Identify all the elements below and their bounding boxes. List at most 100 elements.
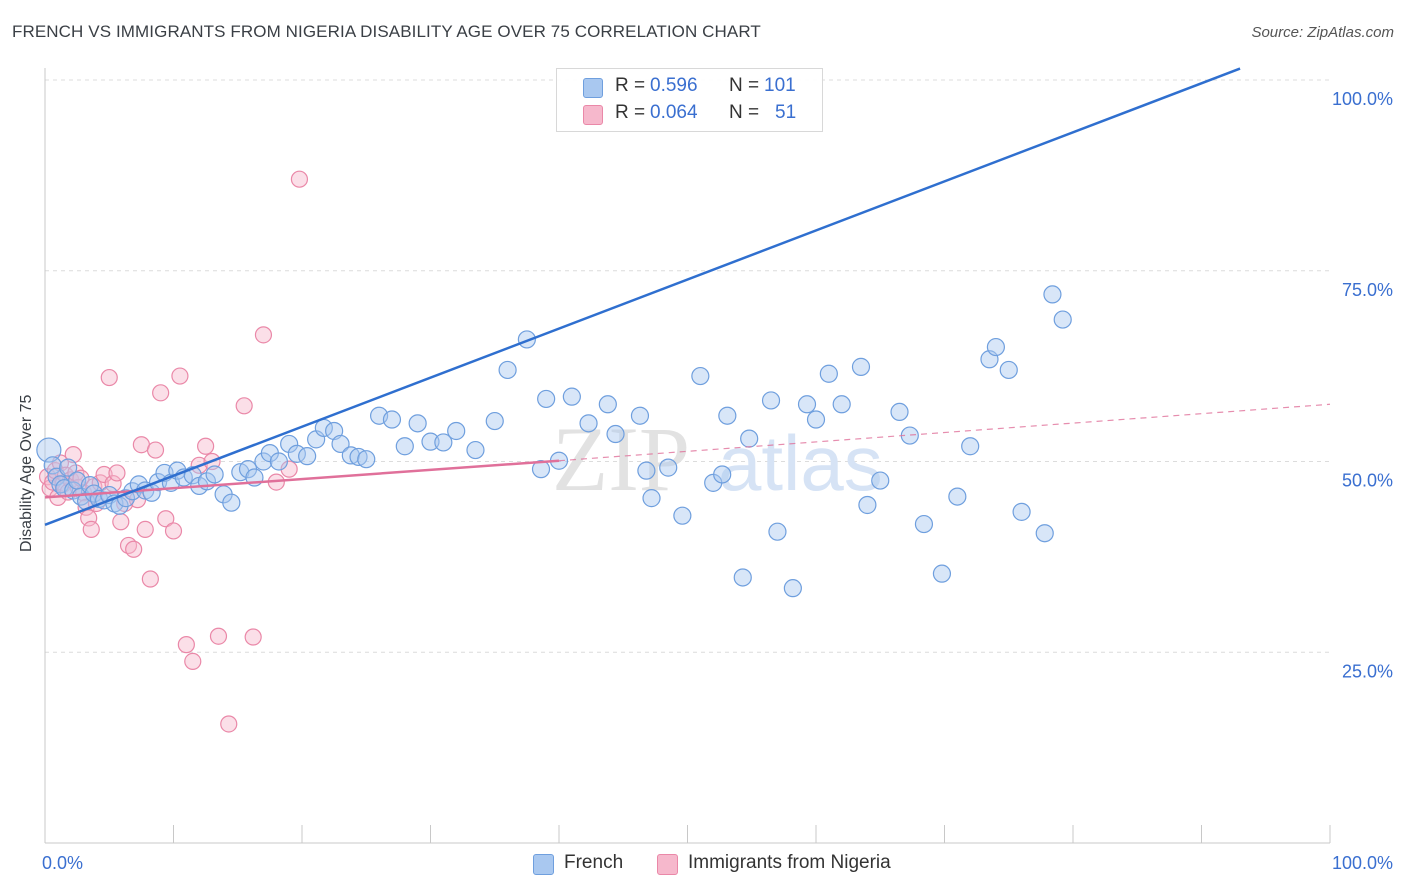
french-point — [999, 360, 1018, 380]
grid-lines — [45, 79, 1330, 653]
nigeria-point — [82, 520, 100, 539]
french-point — [579, 414, 598, 433]
french-point — [434, 433, 453, 452]
french-point — [222, 493, 241, 512]
french-point — [768, 522, 787, 541]
french-point — [858, 495, 877, 515]
nigeria-point — [220, 715, 238, 733]
french-legend-icon — [533, 854, 554, 875]
nigeria-point — [171, 367, 189, 385]
french-point — [761, 391, 781, 410]
nigeria-point — [197, 437, 215, 455]
french-point — [447, 421, 466, 441]
nigeria-swatch-icon — [583, 105, 603, 125]
french-point — [851, 357, 871, 376]
tick-labels: 25.0% 50.0% 75.0% 100.0% 0.0% 100.0% — [42, 89, 1393, 873]
nigeria-point — [177, 636, 195, 654]
legend-r-value: 0.596 — [650, 75, 698, 96]
y-tick-label: 75.0% — [1342, 280, 1393, 300]
nigeria-point — [146, 441, 165, 459]
nigeria-point — [254, 326, 273, 344]
french-point — [36, 437, 62, 463]
french-swatch-icon — [583, 78, 603, 98]
y-tick-label: 25.0% — [1342, 661, 1393, 681]
nigeria-point — [152, 384, 170, 402]
nigeria-point — [209, 627, 228, 645]
french-point — [606, 424, 625, 444]
french-point — [797, 395, 817, 414]
nigeria-point — [290, 170, 309, 188]
french-point — [630, 406, 650, 425]
nigeria-point — [100, 368, 118, 387]
trend-lines — [44, 67, 1331, 526]
chart-title: FRENCH VS IMMIGRANTS FROM NIGERIA DISABI… — [12, 22, 761, 41]
french-point — [1053, 310, 1072, 329]
legend-n-value: 51 — [775, 102, 797, 123]
french-point — [205, 465, 224, 484]
french-trend-line — [44, 67, 1241, 526]
french-point — [673, 506, 692, 525]
legend-row-nigeria: R = 0.064 N = 51 — [557, 100, 822, 128]
french-point — [395, 437, 414, 456]
nigeria-point — [108, 464, 126, 482]
french-point — [298, 447, 317, 466]
x-tick-label: 100.0% — [1332, 853, 1393, 873]
french-point — [713, 465, 732, 484]
nigeria-legend-icon — [657, 854, 678, 875]
legend-r-label: R = — [615, 102, 646, 123]
legend-r-label: R = — [615, 75, 646, 96]
french-point — [718, 406, 737, 425]
x-tick-label: 0.0% — [42, 853, 83, 873]
french-point — [485, 411, 504, 431]
legend-n-label: N = — [729, 75, 760, 96]
nigeria-legend-label: Immigrants from Nigeria — [688, 852, 891, 873]
nigeria-point — [235, 397, 253, 415]
french-point — [691, 366, 710, 386]
french-point — [1012, 502, 1031, 521]
french-point — [961, 437, 980, 456]
axes — [44, 68, 1331, 844]
french-point — [832, 395, 851, 414]
french-legend-label: French — [564, 852, 624, 873]
french-point — [932, 564, 952, 583]
y-tick-label: 100.0% — [1332, 89, 1393, 109]
french-point — [642, 489, 661, 508]
french-point — [637, 461, 656, 480]
legend-n-value: 101 — [764, 75, 796, 96]
legend-row-french: R = 0.596 N = 101 — [557, 73, 822, 101]
legend-r-value: 0.064 — [650, 102, 698, 123]
french-point — [59, 458, 78, 477]
y-axis-label: Disability Age Over 75 — [18, 394, 35, 552]
nigeria-trend-extension — [558, 403, 1331, 462]
french-point — [421, 432, 440, 451]
french-point — [1035, 524, 1054, 543]
nigeria-point — [95, 465, 113, 484]
french-point — [948, 487, 967, 506]
french-point — [331, 434, 350, 454]
correlation-legend: R = 0.596 N = 101 R = 0.064 N = 51 — [556, 68, 823, 132]
french-point — [357, 450, 376, 469]
french-point — [531, 460, 551, 479]
french-point — [890, 402, 909, 422]
french-point — [1043, 285, 1062, 304]
french-point — [562, 387, 581, 406]
french-point — [740, 429, 759, 448]
french-point — [341, 446, 360, 465]
french-point — [498, 360, 517, 380]
watermark-atlas: atlas — [718, 419, 883, 507]
french-point — [914, 514, 934, 534]
watermark: ZIP atlas — [552, 408, 883, 510]
nigeria-point — [184, 652, 202, 671]
french-point — [537, 389, 556, 409]
nigeria-point — [112, 513, 130, 531]
french-point — [783, 579, 802, 598]
french-point — [466, 440, 485, 460]
nigeria-point — [125, 540, 143, 558]
legend-n-label: N = — [729, 102, 760, 123]
french-point — [659, 458, 678, 477]
french-point — [43, 456, 62, 475]
french-point — [733, 568, 752, 587]
nigeria-point — [164, 522, 183, 540]
french-point — [871, 471, 890, 490]
